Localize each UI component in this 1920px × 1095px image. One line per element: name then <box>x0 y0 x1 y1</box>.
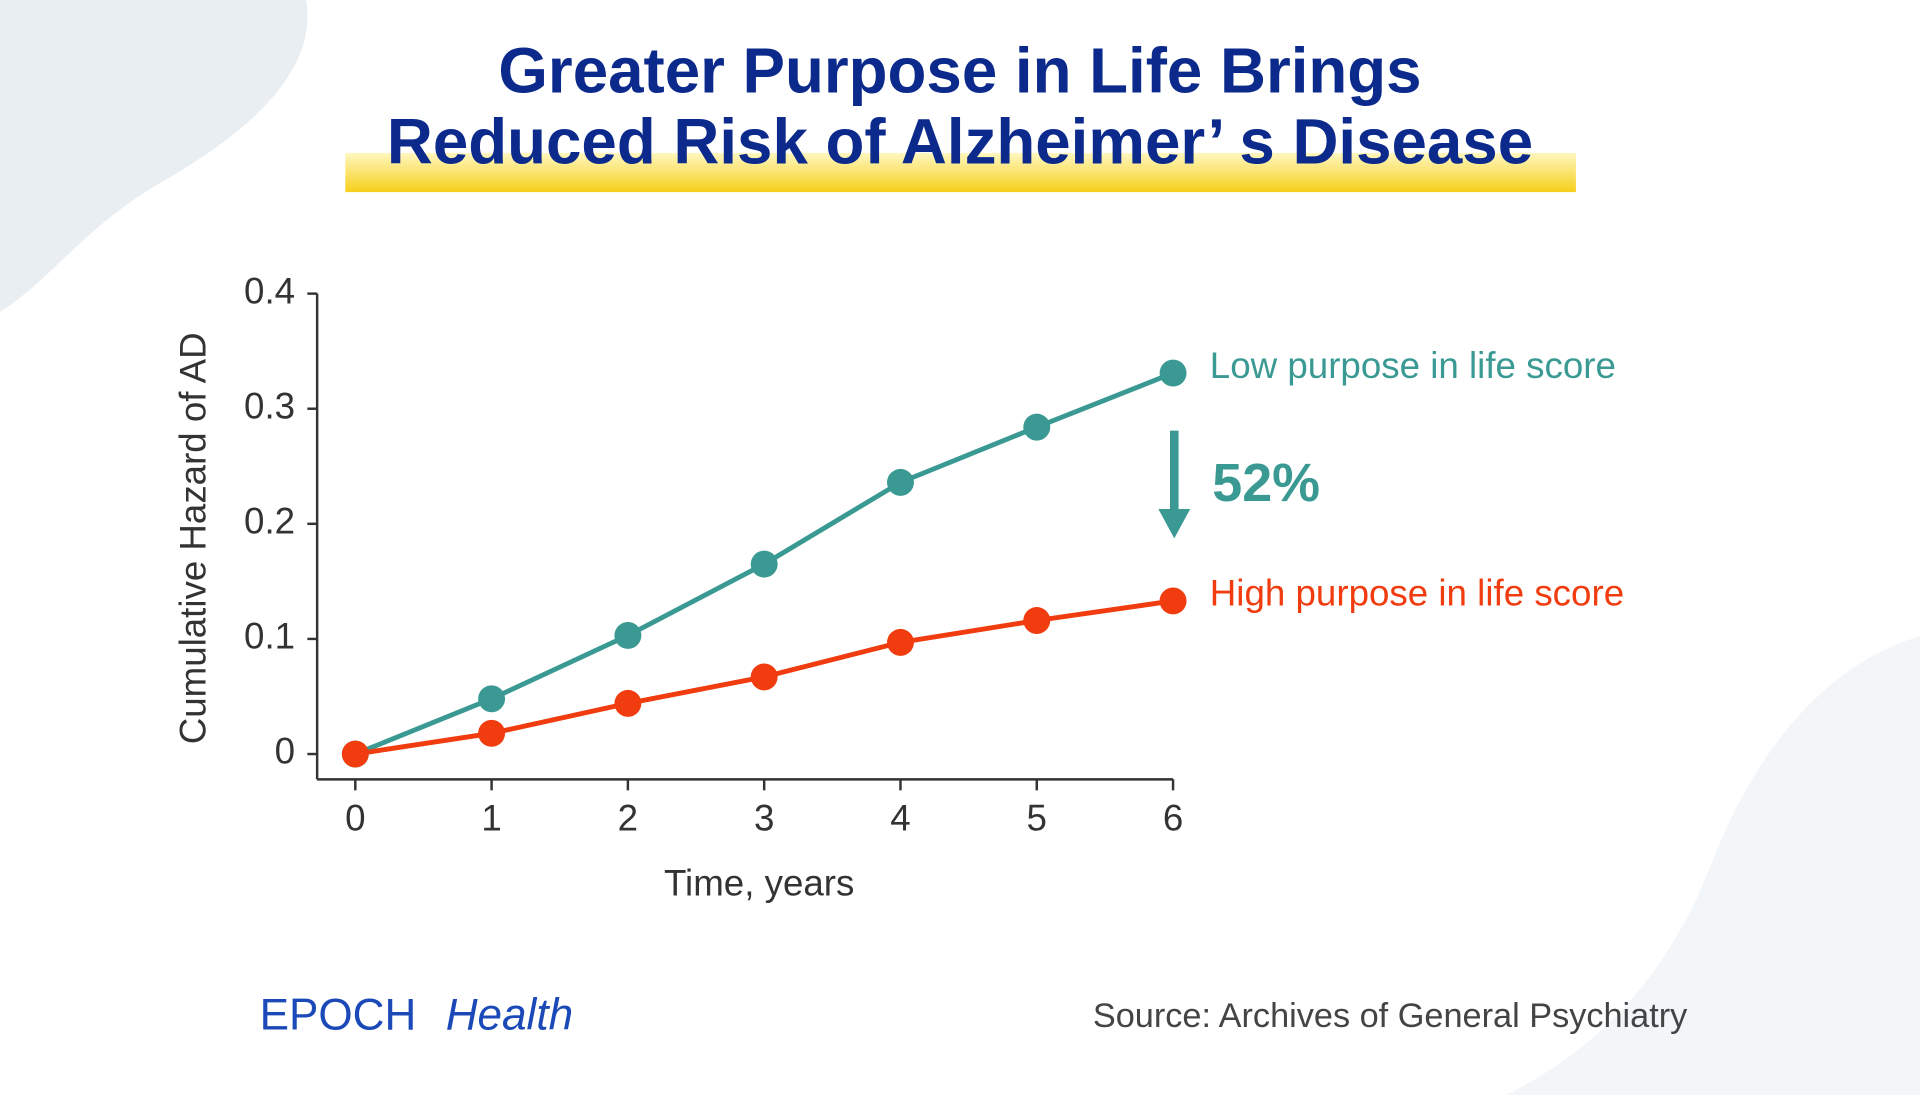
data-point <box>1159 359 1187 387</box>
data-point <box>341 740 369 768</box>
brand: Health <box>446 991 573 1040</box>
data-point <box>614 689 642 717</box>
x-tick-label: 3 <box>754 798 774 839</box>
legend-label: Low purpose in life score <box>1210 345 1616 386</box>
title-highlight <box>345 152 1576 193</box>
data-point <box>1159 587 1187 615</box>
data-point <box>1023 413 1051 441</box>
data-point <box>750 663 778 691</box>
y-tick-label: 0.1 <box>244 616 295 657</box>
x-tick-label: 1 <box>481 798 501 839</box>
data-point <box>478 685 506 713</box>
data-point <box>1023 607 1051 634</box>
x-tick-label: 5 <box>1027 798 1047 839</box>
bg-shape <box>0 0 308 312</box>
y-tick-label: 0.3 <box>244 385 295 426</box>
bg-shape <box>1506 636 1920 1095</box>
x-tick-label: 4 <box>890 798 910 839</box>
legend-label: High purpose in life score <box>1210 573 1624 614</box>
arrow <box>1158 508 1191 539</box>
x-tick-label: 6 <box>1163 798 1183 839</box>
x-tick-label: 2 <box>618 798 638 839</box>
y-tick-label: 0 <box>275 731 295 772</box>
y-axis-label: Cumulative Hazard of AD <box>173 332 214 744</box>
source: Source: Archives of General Psychiatry <box>1093 997 1688 1035</box>
chart-title: Reduced Risk of Alzheimer’ s Disease <box>387 107 1533 178</box>
chart-title: Greater Purpose in Life Brings <box>498 36 1421 107</box>
data-point <box>887 628 914 656</box>
data-point <box>750 550 778 578</box>
x-tick-label: 0 <box>345 798 365 839</box>
x-axis-label: Time, years <box>664 863 854 904</box>
y-tick-label: 0.4 <box>244 270 295 311</box>
y-tick-label: 0.2 <box>244 501 295 542</box>
data-point <box>887 468 914 496</box>
data-point <box>478 719 506 747</box>
data-point <box>614 622 642 649</box>
annotation: 52% <box>1212 453 1320 513</box>
brand: EPOCH <box>260 991 417 1040</box>
